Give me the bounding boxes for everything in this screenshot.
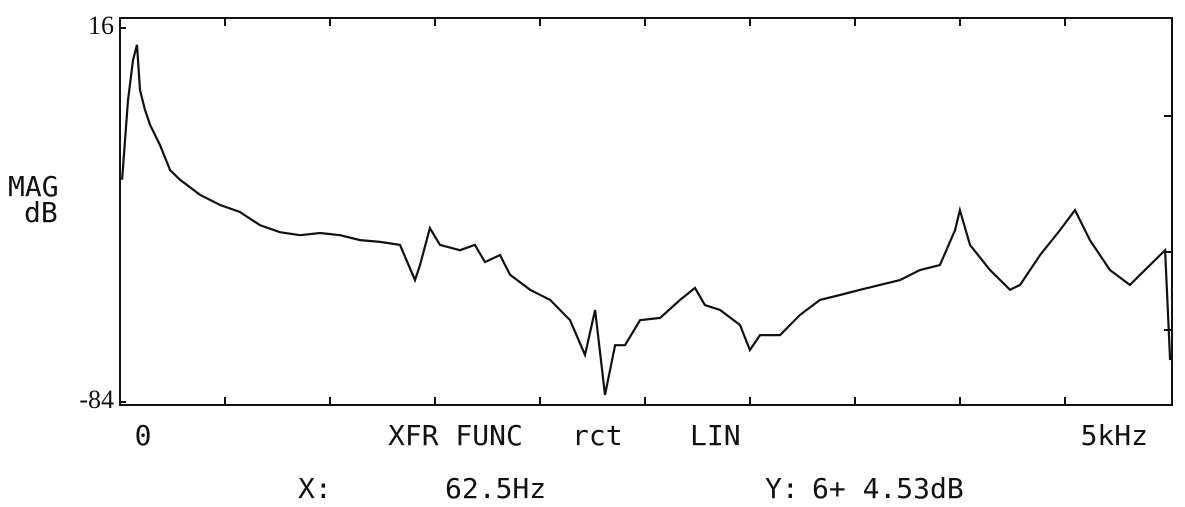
x-readout: 62.5Hz	[445, 472, 546, 505]
plot-frame	[119, 17, 1173, 406]
x-tick-label: 0	[135, 419, 152, 452]
y-readout: 6+ 4.53dB	[812, 472, 964, 505]
window-label: rct	[572, 419, 623, 452]
spectrum-trace	[121, 44, 1172, 396]
y-label: MAG	[8, 170, 59, 203]
y-readout-prefix: Y:	[765, 472, 799, 505]
y-label: dB	[24, 196, 58, 229]
scale-label: LIN	[690, 419, 741, 452]
y-tick-label: 16	[88, 11, 114, 40]
frame-ticks	[224, 18, 1172, 405]
x-readout-prefix: X:	[298, 472, 332, 505]
y-tick-label: -84	[79, 385, 114, 414]
x-tick-label: 5kHz	[1081, 419, 1148, 452]
mode-label: XFR FUNC	[388, 419, 523, 452]
